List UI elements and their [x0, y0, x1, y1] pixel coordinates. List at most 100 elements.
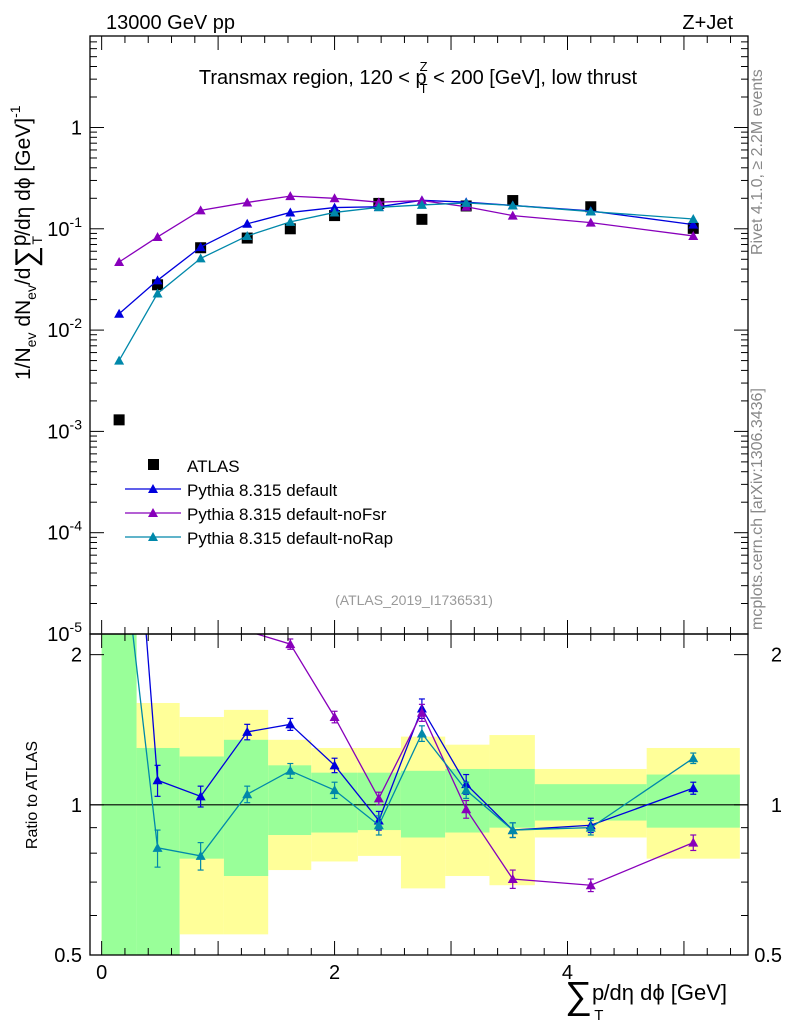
ratio-point — [285, 719, 296, 729]
ratio-point — [195, 791, 206, 801]
series-point — [242, 230, 253, 240]
ratio-band-inner — [223, 739, 269, 876]
ratio-point — [152, 842, 163, 852]
legend-label: ATLAS — [187, 457, 240, 476]
series-point — [285, 207, 296, 217]
x-tick-label: 4 — [562, 962, 573, 984]
main-y-tick-label: 10-1 — [47, 214, 82, 241]
ratio-y-tick-label-right: 0.5 — [754, 945, 782, 967]
series-point — [416, 199, 427, 209]
series-point — [688, 213, 699, 223]
series-point — [152, 231, 163, 241]
main-y-tick-label: 10-5 — [47, 619, 82, 646]
ratio-point — [585, 822, 596, 832]
series-point — [373, 197, 384, 207]
ratio-line — [132, 634, 694, 857]
ratio-point — [195, 850, 206, 860]
ratio-y-tick-label: 1 — [71, 795, 82, 817]
ratio-point — [507, 874, 518, 884]
legend-marker-square — [148, 459, 159, 470]
ratio-y-tick-label: 0.5 — [54, 945, 82, 967]
series-point — [507, 200, 518, 210]
legend-label: Pythia 8.315 default-noRap — [187, 529, 393, 548]
data-point — [152, 279, 164, 291]
ratio-point — [242, 726, 253, 736]
main-y-tick-label: 10-4 — [47, 518, 82, 545]
series-point — [195, 242, 206, 252]
series-point — [688, 230, 699, 240]
side-text-mcplots: mcplots.cern.ch [arXiv:1306.3436] — [749, 388, 766, 630]
ratio-point — [585, 880, 596, 890]
ratio-point — [416, 728, 427, 738]
analysis-id: (ATLAS_2019_I1736531) — [335, 592, 493, 608]
ratio-point — [285, 765, 296, 775]
series-point — [242, 197, 253, 207]
main-series — [113, 191, 699, 426]
data-point — [113, 414, 125, 426]
header-right: Z+Jet — [682, 12, 733, 34]
series-point — [585, 206, 596, 216]
series-point — [114, 355, 125, 365]
series-point — [285, 191, 296, 201]
series-point — [195, 253, 206, 263]
ratio-point — [461, 804, 472, 814]
series-point — [329, 202, 340, 212]
series-point — [114, 308, 125, 318]
series-point — [329, 207, 340, 217]
legend: ATLAS Pythia 8.315 default Pythia 8.315 de… — [125, 457, 393, 548]
series-point — [688, 219, 699, 229]
data-point — [284, 223, 296, 235]
ratio-point — [285, 639, 296, 649]
legend-label: Pythia 8.315 default — [187, 481, 338, 500]
ratio-point — [416, 707, 427, 717]
series-point — [507, 210, 518, 220]
main-y-tick-label: 1 — [71, 117, 82, 139]
legend-marker-triangle — [148, 508, 158, 517]
ratio-point — [329, 785, 340, 795]
series-line — [118, 195, 694, 263]
chart-title: Transmax region, 120 < pZ T < 200 [GeV], … — [199, 59, 638, 96]
main-y-axis-title: 1/Nev dNev/d∑pT/dη dϕ [GeV]-1 — [7, 105, 45, 380]
x-tick-label: 2 — [329, 962, 340, 984]
ratio-band-inner — [489, 768, 535, 828]
ratio-line — [254, 634, 694, 886]
ratio-series — [132, 634, 699, 893]
ratio-y-tick-label-right: 1 — [771, 795, 782, 817]
series-point — [585, 217, 596, 227]
main-y-tick-label: 10-3 — [47, 416, 82, 443]
ratio-point — [329, 711, 340, 721]
axes: 10-5 10-4 10-3 10-2 10-1 1 0 2 4 0.5 0.5 1 1 2 2 — [47, 35, 782, 984]
ratio-band-inner — [400, 770, 446, 838]
ratio-point — [507, 825, 518, 835]
ratio-y-tick-label-right: 2 — [771, 645, 782, 667]
legend-label: Pythia 8.315 default-noFsr — [187, 505, 387, 524]
legend-marker-triangle — [148, 484, 158, 493]
ratio-point — [688, 837, 699, 847]
main-y-tick-label: 10-2 — [47, 315, 82, 342]
series-line — [118, 202, 694, 361]
header-left: 13000 GeV pp — [106, 12, 235, 34]
ratio-point — [242, 789, 253, 799]
legend-marker-triangle — [148, 532, 158, 541]
x-axis-title: ∑p T/dη dϕ [GeV] — [565, 975, 727, 1024]
series-point — [152, 288, 163, 298]
ratio-point — [688, 783, 699, 793]
ratio-frame — [89, 633, 749, 956]
ratio-point — [461, 785, 472, 795]
ratio-point — [688, 753, 699, 763]
series-point — [195, 205, 206, 215]
ratio-band-inner — [534, 784, 647, 821]
ratio-point — [329, 760, 340, 770]
series-point — [152, 275, 163, 285]
data-point — [416, 213, 428, 225]
series-point — [242, 218, 253, 228]
series-point — [461, 197, 472, 207]
ratio-point — [373, 820, 384, 830]
side-text-rivet: Rivet 4.1.0, ≥ 2.2M events — [749, 69, 766, 255]
ratio-y-axis-title: Ratio to ATLAS — [24, 741, 41, 849]
ratio-band-inner — [101, 634, 137, 955]
x-tick-label: 0 — [96, 962, 107, 984]
ratio-point — [373, 793, 384, 803]
series-point — [329, 193, 340, 203]
